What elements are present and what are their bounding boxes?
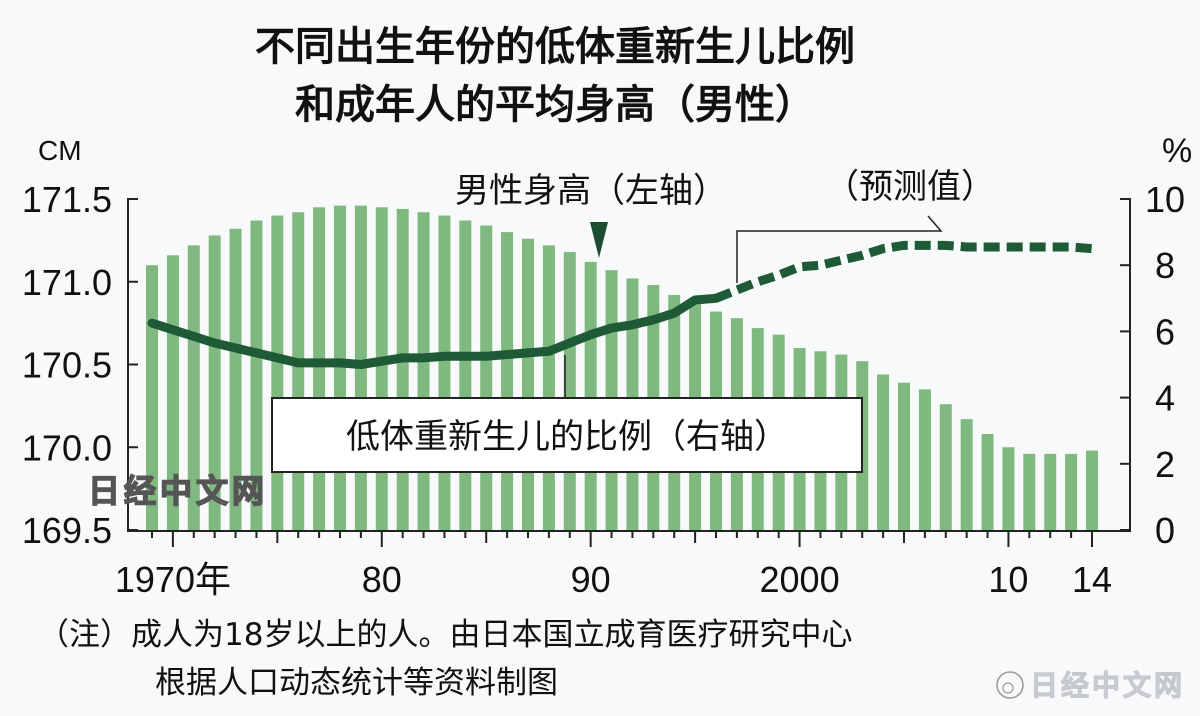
bar-2014 [1086, 450, 1098, 531]
forecast-label: （预测值） [825, 167, 995, 207]
left-tick-label: 170.5 [22, 345, 112, 386]
bar-1986 [501, 232, 514, 531]
bar-2009 [981, 434, 994, 531]
forecast-connector [736, 215, 943, 283]
chart-title-line2: 和成年人的平均身高（男性） [295, 82, 815, 128]
x-tick-label: 90 [571, 559, 611, 600]
bar-1969 [146, 265, 158, 531]
bar-series-height [146, 205, 1098, 532]
bar-2010 [1002, 447, 1015, 531]
bar-1977 [313, 207, 326, 531]
x-tick-label: 80 [362, 559, 402, 600]
x-tick-label: 14 [1072, 559, 1112, 600]
bar-2005 [898, 382, 910, 531]
bar-1985 [480, 225, 493, 532]
note-line2: 根据人口动态统计等资料制图 [155, 665, 558, 701]
tick-labels: 171.5 171.0 170.5 170.0 169.5 10 8 6 4 2 0 1970年 80 9… [22, 179, 1185, 600]
bar-1981 [396, 208, 409, 531]
right-tick-label: 4 [1155, 378, 1175, 419]
bar-2013 [1065, 453, 1078, 531]
bar-1973 [229, 228, 242, 532]
bar-1974 [250, 220, 263, 531]
x-tick-label: 1970年 [115, 559, 231, 600]
left-tick-label: 171.5 [22, 179, 112, 220]
bar-1978 [334, 205, 346, 531]
right-tick-label: 2 [1155, 444, 1175, 485]
bar-1980 [375, 207, 388, 531]
height-pointer-arrow-icon [590, 222, 608, 258]
right-tick-label: 6 [1155, 311, 1175, 352]
lbw-line-forecast [714, 240, 1093, 303]
lbw-line-actual [147, 293, 721, 369]
bar-2007 [939, 404, 952, 531]
line-series-lbw [147, 240, 1093, 369]
left-tick-label: 170.0 [22, 427, 112, 468]
bar-1984 [459, 220, 472, 531]
bar-1983 [438, 215, 451, 532]
corner-watermark: 日经中文网 [1030, 669, 1185, 702]
bar-1976 [292, 212, 305, 532]
watermark-logo: 日经中文网 [88, 472, 268, 510]
bar-1982 [417, 212, 430, 532]
right-tick-label: 8 [1155, 245, 1175, 286]
bar-1987 [522, 238, 534, 531]
bar-1990 [584, 261, 597, 531]
bar-1975 [271, 215, 284, 532]
bar-2011 [1023, 453, 1036, 531]
right-tick-label: 0 [1155, 510, 1175, 551]
bar-2012 [1044, 453, 1057, 531]
bar-1972 [208, 235, 221, 531]
weibo-icon [996, 671, 1024, 699]
note-line1: （注）成人为18岁以上的人。由日本国立成育医疗研究中心 [38, 617, 852, 653]
right-tick-label: 10 [1145, 179, 1185, 220]
bar-1971 [187, 245, 200, 531]
bar-2004 [877, 374, 890, 531]
axes [127, 198, 1131, 547]
height-series-label: 男性身高（左轴） [455, 171, 727, 211]
bar-2008 [960, 419, 973, 531]
x-tick-label: 2000 [760, 559, 840, 600]
left-axis-unit: CM [38, 135, 82, 166]
bar-1988 [542, 245, 555, 531]
x-tick-label: 10 [988, 559, 1028, 600]
right-axis-unit: % [1162, 132, 1192, 170]
left-tick-label: 171.0 [22, 262, 112, 303]
bar-2006 [918, 389, 931, 531]
lbw-series-label: 低体重新生儿的比例（右轴） [346, 417, 788, 457]
chart-title-line1: 不同出生年份的低体重新生儿比例 [255, 24, 855, 70]
left-tick-label: 169.5 [22, 510, 112, 551]
lbw-label-box [271, 397, 863, 473]
